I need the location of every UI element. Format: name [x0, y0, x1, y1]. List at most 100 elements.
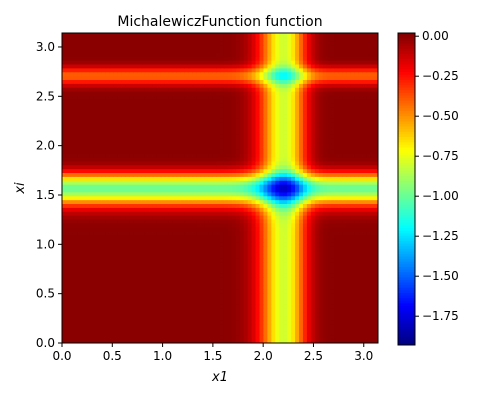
heatmap-cell — [152, 118, 158, 123]
heatmap-cell — [172, 215, 178, 220]
heatmap-cell — [204, 315, 209, 321]
heatmap-cell — [208, 122, 213, 127]
heatmap-cell — [168, 273, 174, 278]
heatmap-cell — [330, 312, 336, 317]
heatmap-cell — [152, 257, 158, 263]
heatmap-cell — [172, 273, 178, 278]
heatmap-cell — [93, 219, 99, 224]
heatmap-cell — [255, 180, 260, 185]
heatmap-cell — [358, 230, 363, 236]
heatmap-cell — [93, 308, 99, 313]
heatmap-cell — [160, 129, 166, 135]
heatmap-cell — [62, 195, 67, 201]
heatmap-cell — [259, 250, 264, 255]
heatmap-cell — [85, 188, 91, 193]
heatmap-cell — [62, 331, 67, 336]
heatmap-cell — [109, 191, 114, 197]
heatmap-cell — [129, 257, 134, 263]
heatmap-cell — [267, 273, 272, 278]
heatmap-cell — [133, 98, 138, 104]
heatmap-cell — [188, 288, 193, 294]
heatmap-cell — [77, 211, 83, 216]
heatmap-cell — [283, 102, 288, 108]
heatmap-cell — [350, 304, 355, 309]
heatmap-cell — [196, 335, 201, 340]
heatmap-cell — [342, 327, 347, 332]
heatmap-cell — [267, 191, 272, 197]
heatmap-cell — [81, 114, 87, 119]
heatmap-cell — [223, 141, 229, 146]
heatmap-cell — [366, 149, 371, 154]
heatmap-cell — [160, 230, 166, 236]
heatmap-cell — [306, 106, 312, 112]
heatmap-cell — [366, 137, 371, 143]
heatmap-cell — [208, 157, 213, 162]
heatmap-cell — [168, 114, 174, 119]
heatmap-cell — [247, 327, 253, 332]
heatmap-cell — [141, 168, 146, 174]
heatmap-cell — [172, 238, 178, 243]
heatmap-cell — [137, 114, 142, 119]
heatmap-cell — [267, 199, 272, 205]
heatmap-cell — [354, 122, 359, 127]
heatmap-cell — [374, 141, 379, 146]
heatmap-cell — [354, 265, 359, 270]
heatmap-cell — [137, 281, 142, 286]
heatmap-cell — [200, 153, 205, 158]
heatmap-cell — [144, 234, 150, 239]
heatmap-cell — [105, 296, 110, 301]
heatmap-cell — [247, 168, 253, 174]
heatmap-cell — [295, 296, 300, 301]
heatmap-cell — [113, 184, 118, 189]
heatmap-cell — [334, 238, 339, 243]
heatmap-cell — [69, 145, 75, 150]
heatmap-cell — [350, 153, 355, 158]
heatmap-cell — [243, 296, 249, 301]
heatmap-cell — [318, 145, 324, 150]
heatmap-cell — [239, 172, 245, 177]
heatmap-cell — [283, 261, 288, 267]
heatmap-cell — [125, 172, 130, 177]
heatmap-cell — [299, 157, 304, 162]
heatmap-cell — [358, 180, 363, 185]
heatmap-cell — [247, 160, 253, 166]
heatmap-cell — [279, 296, 284, 301]
heatmap-cell — [370, 277, 375, 282]
heatmap-cell — [350, 133, 355, 139]
heatmap-cell — [204, 323, 209, 329]
heatmap-cell — [322, 164, 328, 170]
heatmap-cell — [366, 133, 371, 139]
heatmap-cell — [302, 137, 308, 143]
heatmap-cell — [370, 160, 375, 166]
heatmap-cell — [239, 242, 245, 247]
heatmap-cell — [180, 215, 185, 220]
heatmap-cell — [212, 265, 217, 270]
heatmap-cell — [164, 215, 170, 220]
heatmap-cell — [204, 327, 209, 332]
heatmap-cell — [326, 188, 332, 193]
heatmap-cell — [358, 157, 363, 162]
heatmap-cell — [326, 284, 332, 290]
heatmap-cell — [287, 331, 292, 336]
heatmap-cell — [160, 122, 166, 127]
heatmap-cell — [184, 300, 189, 305]
heatmap-cell — [137, 250, 142, 255]
heatmap-cell — [247, 288, 253, 294]
heatmap-cell — [227, 126, 233, 131]
heatmap-cell — [129, 304, 134, 309]
heatmap-cell — [164, 176, 170, 181]
heatmap-cell — [65, 242, 71, 247]
heatmap-cell — [374, 277, 379, 282]
heatmap-cell — [239, 323, 245, 329]
heatmap-cell — [263, 137, 268, 143]
heatmap-cell — [299, 219, 304, 224]
heatmap-cell — [113, 257, 118, 263]
heatmap-cell — [69, 168, 75, 174]
heatmap-cell — [251, 304, 257, 309]
heatmap-cell — [156, 219, 162, 224]
heatmap-cell — [227, 273, 233, 278]
heatmap-cell — [85, 230, 91, 236]
heatmap-cell — [125, 319, 130, 325]
heatmap-cell — [93, 145, 99, 150]
heatmap-cell — [69, 184, 75, 189]
